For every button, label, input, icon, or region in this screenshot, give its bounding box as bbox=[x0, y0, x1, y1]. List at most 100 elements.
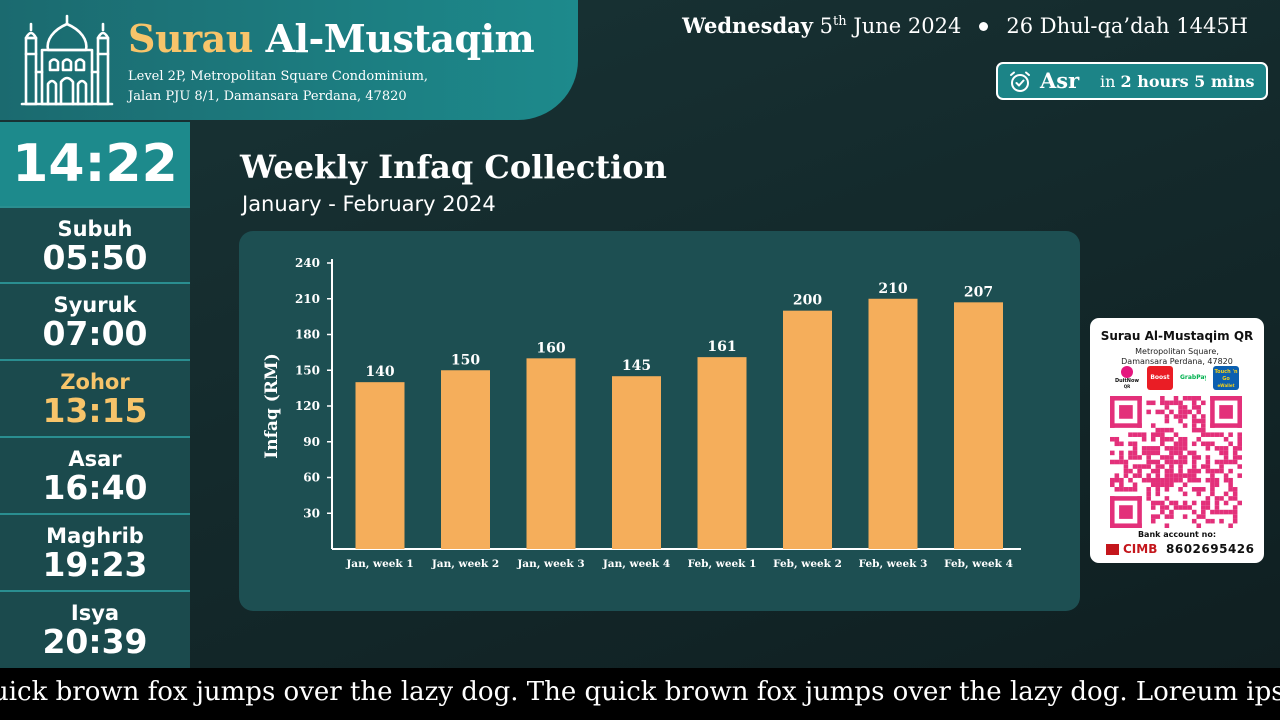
qr-module bbox=[1232, 491, 1238, 497]
countdown-prefix: in bbox=[1100, 72, 1116, 91]
qr-module bbox=[1155, 459, 1161, 465]
qr-module bbox=[1150, 459, 1156, 465]
qr-module bbox=[1173, 432, 1179, 437]
qr-module bbox=[1214, 505, 1220, 510]
qr-module bbox=[1141, 450, 1147, 456]
qr-module bbox=[1160, 505, 1165, 510]
qr-module bbox=[1146, 491, 1151, 497]
prayer-name: Asar bbox=[68, 447, 122, 471]
qr-module bbox=[1237, 464, 1242, 469]
x-tick-label: Feb, week 1 bbox=[688, 558, 757, 570]
qr-module bbox=[1237, 441, 1242, 447]
qr-module bbox=[1178, 477, 1183, 483]
qr-module bbox=[1214, 446, 1220, 451]
qr-module bbox=[1223, 455, 1229, 460]
qr-module bbox=[1150, 450, 1156, 456]
qr-module bbox=[1178, 446, 1183, 451]
date-line: Wednesday 5th June 2024 26 Dhul-qa’dah 14… bbox=[682, 13, 1248, 38]
qr-module bbox=[1169, 464, 1174, 469]
qr-module bbox=[1228, 441, 1233, 447]
qr-module bbox=[1214, 468, 1220, 474]
qr-module bbox=[1146, 496, 1151, 501]
qr-finder bbox=[1210, 396, 1242, 401]
qr-module bbox=[1191, 473, 1197, 478]
x-tick-label: Jan, week 1 bbox=[345, 558, 413, 570]
countdown-value: 2 hours 5 mins bbox=[1120, 72, 1255, 91]
qr-module bbox=[1110, 459, 1115, 465]
qr-module bbox=[1201, 509, 1206, 515]
bar-value-label: 140 bbox=[365, 364, 394, 380]
qr-module bbox=[1119, 477, 1124, 483]
qr-module bbox=[1201, 423, 1206, 428]
chart-subtitle: January - February 2024 bbox=[242, 192, 496, 216]
touch-n-go-logo: Touch 'n Go eWallet bbox=[1213, 366, 1239, 390]
qr-module bbox=[1141, 432, 1147, 437]
qr-module bbox=[1191, 441, 1197, 447]
qr-module bbox=[1119, 441, 1124, 447]
bar-value-label: 160 bbox=[536, 340, 565, 356]
qr-finder bbox=[1110, 423, 1142, 428]
x-tick-label: Feb, week 2 bbox=[773, 558, 842, 570]
qr-module bbox=[1128, 441, 1133, 447]
qr-module bbox=[1141, 446, 1147, 451]
qr-module bbox=[1169, 509, 1174, 515]
qr-module bbox=[1237, 446, 1242, 451]
qr-module bbox=[1150, 505, 1156, 510]
qr-module bbox=[1205, 455, 1211, 460]
qr-module bbox=[1169, 459, 1174, 465]
qr-module bbox=[1223, 500, 1229, 506]
bar-value-label: 200 bbox=[793, 293, 822, 309]
qr-finder bbox=[1137, 496, 1142, 528]
qr-module bbox=[1169, 436, 1174, 442]
qr-module bbox=[1119, 482, 1124, 488]
qr-module bbox=[1169, 514, 1174, 519]
qr-module bbox=[1155, 514, 1161, 519]
qr-module bbox=[1173, 400, 1179, 406]
bar-value-label: 161 bbox=[707, 339, 736, 355]
alarm-clock-icon bbox=[1010, 71, 1030, 92]
masjid-address: Level 2P, Metropolitan Square Condominiu… bbox=[128, 67, 428, 107]
qr-module bbox=[1160, 436, 1165, 442]
qr-module bbox=[1191, 464, 1197, 469]
prayer-name: Maghrib bbox=[46, 524, 144, 548]
qr-module bbox=[1223, 459, 1229, 465]
qr-module bbox=[1137, 455, 1142, 460]
qr-module bbox=[1164, 477, 1170, 483]
qr-module bbox=[1132, 441, 1138, 447]
mosque-icon bbox=[20, 14, 114, 106]
qr-module bbox=[1132, 473, 1138, 478]
qr-module bbox=[1150, 446, 1156, 451]
qr-module bbox=[1178, 473, 1183, 478]
qr-module bbox=[1114, 473, 1120, 478]
qr-module bbox=[1132, 450, 1138, 456]
y-tick-label: 60 bbox=[303, 471, 320, 485]
qr-module bbox=[1210, 482, 1215, 488]
qr-module bbox=[1169, 427, 1174, 433]
qr-module bbox=[1219, 464, 1224, 469]
date-number: 5 bbox=[819, 14, 834, 38]
qr-module bbox=[1178, 455, 1183, 460]
qr-module bbox=[1164, 482, 1170, 488]
qr-module bbox=[1164, 473, 1170, 478]
qr-module bbox=[1160, 396, 1165, 401]
qr-module bbox=[1191, 477, 1197, 483]
qr-module bbox=[1164, 414, 1170, 419]
qr-module bbox=[1160, 464, 1165, 469]
qr-module bbox=[1210, 487, 1215, 492]
qr-module bbox=[1232, 496, 1238, 501]
qr-module bbox=[1173, 505, 1179, 510]
bar-value-label: 150 bbox=[451, 352, 480, 368]
qr-module bbox=[1219, 432, 1224, 437]
qr-module bbox=[1191, 427, 1197, 433]
qr-module bbox=[1132, 487, 1138, 492]
qr-module bbox=[1119, 450, 1124, 456]
qr-module bbox=[1205, 459, 1211, 465]
qr-module bbox=[1150, 514, 1156, 519]
qr-module bbox=[1191, 455, 1197, 460]
qr-module bbox=[1196, 491, 1202, 497]
hijri-date: 26 Dhul-qa’dah 1445H bbox=[1006, 14, 1248, 38]
x-tick-label: Feb, week 4 bbox=[944, 558, 1013, 570]
qr-module bbox=[1173, 459, 1179, 465]
qr-module bbox=[1155, 468, 1161, 474]
qr-module bbox=[1182, 505, 1188, 510]
